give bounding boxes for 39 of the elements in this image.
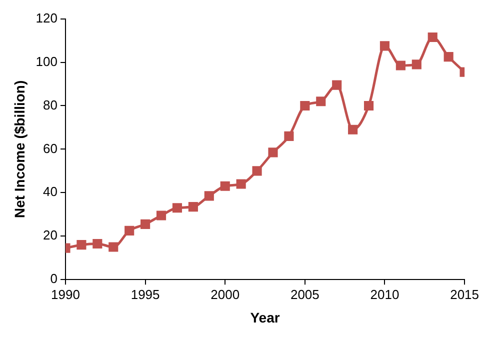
- point: [236, 179, 246, 189]
- y-tick-label: 20: [43, 228, 58, 243]
- point: [220, 181, 230, 191]
- point: [428, 32, 438, 42]
- point: [348, 124, 358, 134]
- point: [140, 219, 150, 229]
- y-tick-label: 0: [50, 271, 58, 286]
- point: [316, 96, 326, 106]
- y-tick-label: 120: [36, 10, 58, 26]
- point: [364, 100, 374, 111]
- y-axis-title: Net Income ($billion): [11, 80, 28, 218]
- point: [284, 131, 294, 141]
- point: [204, 191, 214, 201]
- y-tick-label: 100: [36, 54, 58, 69]
- x-tick-label: 1990: [51, 286, 80, 302]
- x-tick-label: 2010: [370, 286, 400, 302]
- y-tick-label: 60: [43, 140, 58, 156]
- point: [412, 60, 422, 70]
- point: [172, 203, 182, 213]
- point: [76, 240, 86, 250]
- y-tick-label: 40: [43, 184, 58, 200]
- x-tick-label: 1995: [130, 286, 160, 302]
- x-tick-label: 2015: [450, 286, 479, 302]
- point: [108, 242, 118, 252]
- point: [156, 210, 166, 220]
- point: [188, 202, 198, 212]
- point: [252, 166, 262, 176]
- point: [92, 238, 102, 249]
- y-tick-label: 80: [43, 97, 58, 112]
- point: [268, 148, 278, 158]
- x-axis-title: Year: [250, 309, 280, 326]
- point: [380, 41, 390, 51]
- point: [124, 226, 134, 236]
- point: [300, 100, 310, 111]
- point: [396, 60, 406, 70]
- point: [444, 52, 454, 62]
- x-tick-label: 2005: [290, 286, 320, 302]
- x-tick-label: 2000: [210, 286, 240, 302]
- point: [332, 80, 342, 90]
